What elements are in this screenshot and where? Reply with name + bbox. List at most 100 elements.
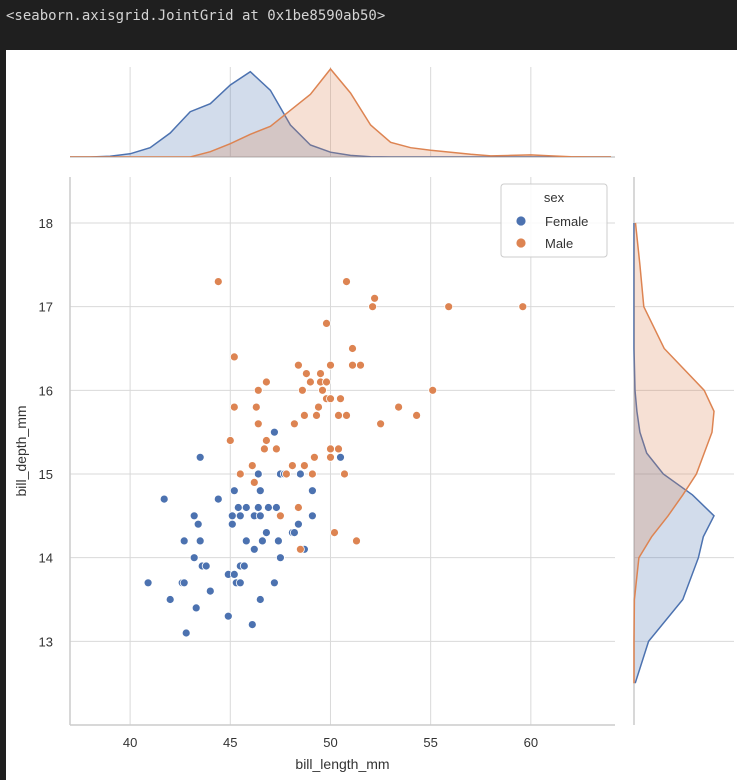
- marginal-y-kde-male-line: [633, 222, 715, 684]
- scatter-point-female: [229, 570, 239, 579]
- scatter-point-female: [235, 511, 245, 521]
- scatter-point-male: [330, 528, 339, 538]
- scatter-point-female: [189, 553, 199, 563]
- scatter-point-female: [275, 553, 285, 563]
- scatter-point-male: [322, 377, 331, 387]
- x-tick-label: 40: [123, 735, 137, 750]
- scatter-point-male: [334, 444, 343, 454]
- scatter-point-female: [235, 578, 245, 588]
- y-tick-label: 16: [39, 383, 53, 398]
- scatter-point-male: [314, 402, 323, 412]
- scatter-point-female: [263, 503, 273, 512]
- scatter-point-female: [253, 469, 263, 479]
- y-axis-label: bill_depth_mm: [13, 405, 29, 496]
- scatter-point-female: [255, 595, 265, 604]
- scatter-point-female: [273, 536, 283, 546]
- scatter-point-male: [352, 536, 361, 546]
- scatter-point-female: [271, 503, 281, 512]
- scatter-point-female: [213, 494, 223, 504]
- scatter-point-female: [255, 486, 265, 496]
- scatter-point-male: [247, 461, 257, 471]
- scatter-point-female: [233, 503, 243, 512]
- y-tick-label: 13: [39, 634, 53, 649]
- scatter-point-female: [247, 620, 257, 629]
- scatter-point-male: [318, 385, 327, 395]
- scatter-point-male: [356, 360, 365, 370]
- scatter-point-male: [412, 410, 422, 420]
- legend-box: [500, 183, 608, 258]
- scatter-point-female: [165, 595, 175, 604]
- scatter-point-male: [289, 419, 299, 429]
- scatter-point-male: [235, 469, 245, 479]
- legend-marker-male: [515, 237, 527, 249]
- scatter-point-male: [444, 302, 454, 312]
- scatter-point-male: [428, 385, 438, 395]
- y-tick-label: 14: [39, 551, 53, 566]
- scatter-point-female: [257, 536, 267, 546]
- scatter-point-female: [289, 528, 299, 538]
- joint-grid-figure: 40 45 50 55 60 13 14 15 16 17 18 bill_length_mm bill…: [6, 50, 737, 780]
- x-tick-label: 60: [524, 735, 538, 750]
- scatter-point-female: [229, 486, 239, 496]
- scatter-point-male: [301, 369, 311, 379]
- marginal-y-kde-male-fill: [634, 223, 714, 684]
- marginal-x-kde-female-line: [70, 70, 611, 157]
- x-tick-label: 45: [223, 735, 237, 750]
- scatter-point-male: [253, 385, 263, 395]
- output-repr-text: <seaborn.axisgrid.JointGrid at 0x1be8590…: [6, 8, 386, 24]
- scatter-point-female: [179, 536, 189, 546]
- scatter-point-male: [287, 461, 297, 471]
- scatter-point-female: [307, 511, 317, 521]
- scatter-point-male: [312, 410, 321, 420]
- scatter-point-male: [251, 402, 261, 412]
- scatter-point-female: [241, 503, 251, 512]
- x-axis-label: bill_length_mm: [295, 756, 389, 772]
- scatter-point-male: [326, 444, 335, 454]
- scatter-point-female: [253, 503, 263, 512]
- y-tick-label: 17: [39, 300, 53, 315]
- scatter-point-female: [261, 528, 271, 538]
- legend-label-female: Female: [545, 214, 588, 229]
- scatter-point-female: [293, 519, 303, 529]
- scatter-point-male: [348, 360, 357, 370]
- scatter-point-male: [225, 436, 235, 445]
- scatter-point-male: [340, 469, 349, 479]
- scatter-point-female: [223, 611, 233, 621]
- legend-title: sex: [544, 190, 565, 205]
- scatter-point-male: [370, 293, 380, 303]
- scatter-point-female: [181, 628, 191, 638]
- scatter-point-female: [159, 494, 169, 504]
- scatter-point-female: [195, 536, 205, 546]
- scatter-point-male: [307, 469, 317, 479]
- scatter-point-male: [394, 402, 404, 412]
- scatter-point-male: [229, 352, 239, 362]
- scatter-point-female: [249, 544, 259, 554]
- scatter-point-male: [326, 394, 335, 404]
- scatter-point-male: [295, 544, 305, 554]
- legend-marker-female: [515, 215, 527, 227]
- scatter-point-female: [201, 561, 211, 571]
- scatter-point-female: [269, 578, 279, 588]
- legend-label-male: Male: [545, 236, 573, 251]
- scatter-point-male: [326, 452, 335, 462]
- scatter-point-male: [293, 503, 303, 512]
- scatter-point-male: [253, 419, 263, 429]
- scatter-point-male: [348, 344, 357, 353]
- scatter-point-male: [316, 369, 325, 379]
- scatter-point-male: [342, 277, 351, 287]
- scatter-point-female: [269, 427, 279, 437]
- scatter-point-male: [305, 377, 315, 387]
- x-tick-label: 55: [423, 735, 437, 750]
- scatter-point-female: [191, 603, 201, 613]
- scatter-point-female: [195, 452, 205, 462]
- scatter-point-male: [326, 360, 335, 370]
- y-tick-label: 18: [39, 216, 53, 231]
- scatter-point-female: [227, 519, 237, 529]
- scatter-point-male: [293, 360, 303, 370]
- scatter-point-male: [376, 419, 386, 429]
- scatter-point-female: [241, 536, 251, 546]
- scatter-point-male: [259, 444, 269, 454]
- scatter-point-female: [227, 511, 237, 521]
- scatter-point-male: [518, 302, 528, 312]
- scatter-point-male: [229, 402, 239, 412]
